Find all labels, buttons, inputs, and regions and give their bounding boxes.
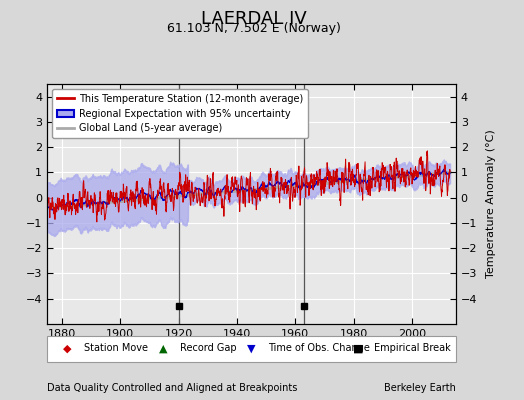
Text: ▼: ▼ xyxy=(247,344,256,354)
Text: LAERDAL IV: LAERDAL IV xyxy=(201,10,307,28)
Text: Empirical Break: Empirical Break xyxy=(374,344,451,354)
Text: Record Gap: Record Gap xyxy=(180,344,237,354)
Text: ■: ■ xyxy=(353,344,363,354)
FancyBboxPatch shape xyxy=(47,336,456,362)
Text: ▲: ▲ xyxy=(159,344,168,354)
Text: Time of Obs. Change: Time of Obs. Change xyxy=(268,344,370,354)
Text: Station Move: Station Move xyxy=(84,344,148,354)
Y-axis label: Temperature Anomaly (°C): Temperature Anomaly (°C) xyxy=(486,130,496,278)
Text: Berkeley Earth: Berkeley Earth xyxy=(384,383,456,393)
Text: 61.103 N, 7.502 E (Norway): 61.103 N, 7.502 E (Norway) xyxy=(167,22,341,35)
Text: Data Quality Controlled and Aligned at Breakpoints: Data Quality Controlled and Aligned at B… xyxy=(47,383,298,393)
Text: ◆: ◆ xyxy=(63,344,72,354)
Legend: This Temperature Station (12-month average), Regional Expectation with 95% uncer: This Temperature Station (12-month avera… xyxy=(52,89,308,138)
